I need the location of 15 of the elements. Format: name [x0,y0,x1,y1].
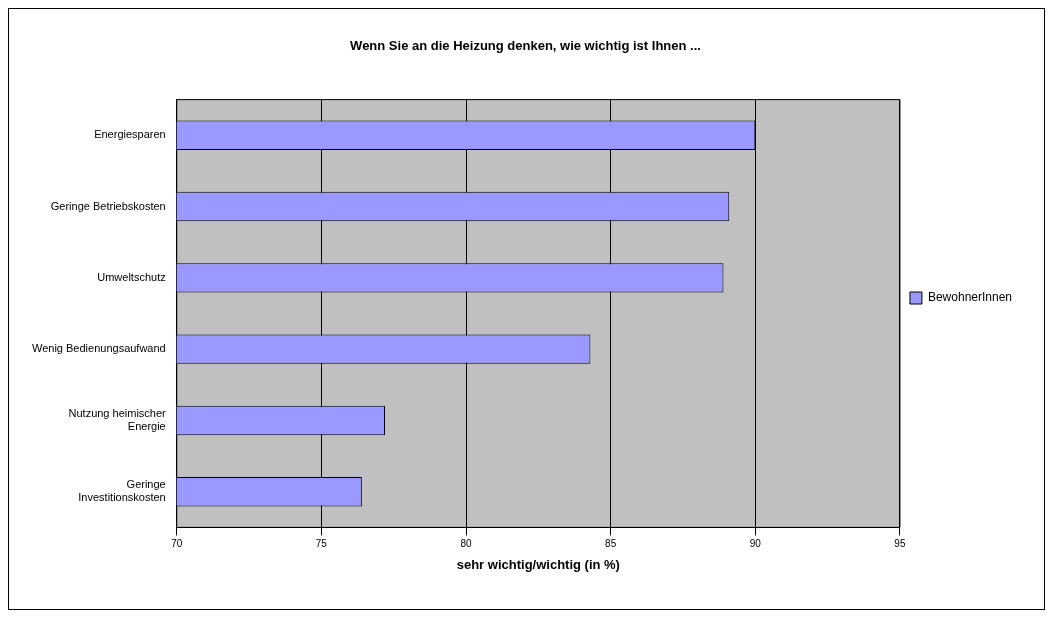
x-axis-title: sehr wichtig/wichtig (in %) [456,556,620,572]
legend-label: BewohnerInnen [927,290,1013,305]
x-tick-label: 70 [171,538,183,550]
x-tick-label: 95 [894,538,906,550]
x-tick-label: 80 [460,538,473,550]
y-tick-label: Geringe Betriebskosten [50,199,166,212]
x-tick-label: 75 [315,538,328,550]
chart-title: Wenn Sie an die Heizung denken, wie wichtig ist Ihnen ... [350,38,701,54]
y-tick-label: Umweltschutz [97,270,166,283]
x-tick-label: 90 [749,538,762,550]
y-tick-label: Geringe Investitionskosten [78,478,166,504]
y-tick-label: Wenig Bedienungsaufwand [32,342,166,355]
y-tick-label: Nutzung heimischer Energie [68,406,167,433]
x-tick-label: 85 [605,538,617,550]
y-tick-label: Energiesparen [94,128,166,141]
